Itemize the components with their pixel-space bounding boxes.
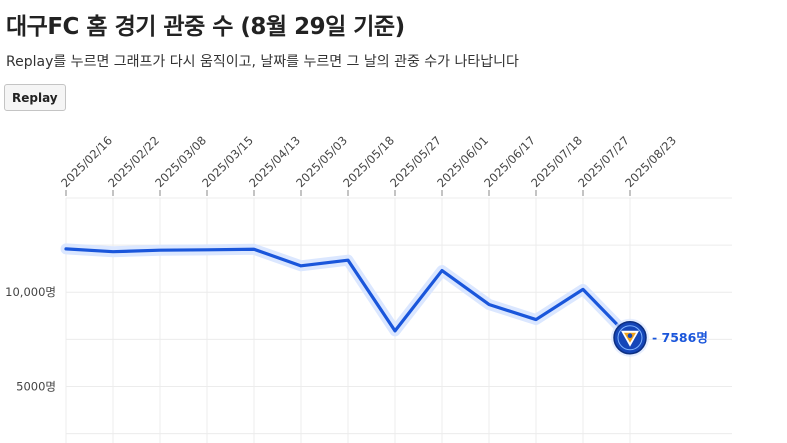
end-value-label: - 7586명 xyxy=(652,330,708,345)
data-point[interactable] xyxy=(60,243,72,255)
grid-lines xyxy=(65,197,732,443)
data-point[interactable] xyxy=(201,244,213,256)
page-title: 대구FC 홈 경기 관중 수 (8월 29일 기준) xyxy=(6,14,405,40)
data-point[interactable] xyxy=(577,283,589,295)
data-point[interactable] xyxy=(154,244,166,256)
end-marker: - 7586명 xyxy=(611,318,708,357)
data-point[interactable] xyxy=(436,265,448,277)
page-subtitle: Replay를 누르면 그래프가 다시 움직이고, 날짜를 누르면 그 날의 관… xyxy=(6,54,519,70)
data-point[interactable] xyxy=(248,243,260,255)
x-axis-ticks[interactable]: 2025/02/162025/02/222025/03/082025/03/15… xyxy=(58,133,679,196)
data-point[interactable] xyxy=(483,298,495,310)
y-axis-ticks: 5000명 10,000명 xyxy=(5,285,56,393)
data-point[interactable] xyxy=(342,254,354,266)
y-tick-label: 10,000명 xyxy=(5,285,56,299)
daegu-fc-emblem-icon xyxy=(611,318,649,357)
series-layer xyxy=(60,243,636,344)
data-point[interactable] xyxy=(389,325,401,337)
data-point[interactable] xyxy=(295,260,307,272)
replay-button[interactable]: Replay xyxy=(4,84,66,111)
x-tick-label[interactable]: 2025/08/23 xyxy=(622,133,679,190)
series-line xyxy=(64,247,632,340)
data-point[interactable] xyxy=(530,314,542,326)
data-point[interactable] xyxy=(107,246,119,258)
y-tick-label: 5000명 xyxy=(16,379,56,393)
